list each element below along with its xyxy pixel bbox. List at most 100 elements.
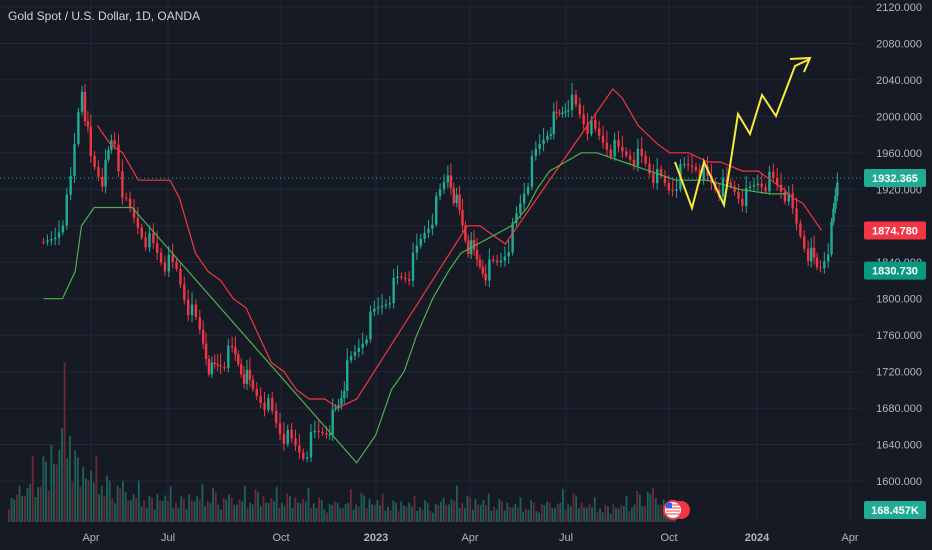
candle-body — [57, 232, 61, 238]
candle-body — [148, 233, 151, 248]
time-tick-label: Jul — [559, 532, 573, 544]
volume-bar — [625, 495, 628, 522]
candle-body — [117, 144, 120, 172]
candle-body — [175, 261, 178, 270]
volume-bar — [47, 490, 50, 522]
volume-bar — [265, 502, 267, 522]
volume-bar — [127, 500, 130, 522]
candle-body — [464, 225, 467, 241]
candle-body — [768, 171, 771, 192]
projection-line[interactable] — [674, 58, 811, 212]
volume-bar — [445, 504, 448, 522]
volume-bar — [235, 504, 238, 522]
candle-body — [267, 398, 270, 410]
candle-body — [636, 148, 640, 166]
volume-bar — [628, 510, 631, 522]
candle-body — [748, 186, 752, 188]
candle-body — [549, 134, 553, 136]
time-axis[interactable]: Apr Jul Oct 2023 Apr Jul Oct 2024 Apr — [82, 532, 858, 544]
volume-bar — [111, 498, 114, 522]
candle-body — [298, 445, 301, 453]
chart-title: Gold Spot / U.S. Dollar, 1D, OANDA — [8, 9, 200, 23]
candle-body — [290, 429, 293, 439]
volume-bar — [376, 500, 379, 522]
volume-bar — [310, 507, 313, 522]
volume-bar — [15, 494, 18, 522]
volume-bar — [238, 499, 241, 522]
candle-body — [613, 139, 616, 157]
candle-body — [659, 169, 663, 177]
candle-body — [648, 163, 651, 174]
volume-bar — [50, 444, 53, 522]
volume-bar — [437, 505, 440, 522]
price-tick-label: 1960.000 — [876, 148, 922, 160]
candle-body — [194, 304, 198, 318]
volume-bar — [572, 493, 575, 522]
volume-bar — [143, 500, 146, 522]
candle-body — [552, 111, 555, 135]
candle-body — [729, 182, 732, 187]
candle-body — [561, 112, 564, 114]
volume-bar — [29, 483, 32, 522]
volume-bar — [196, 496, 199, 522]
event-icons[interactable] — [663, 500, 690, 520]
candle-body — [159, 252, 163, 263]
candle-body — [380, 305, 384, 308]
price-tick-label: 1920.000 — [876, 184, 922, 196]
candle-body — [198, 317, 201, 330]
volume-bar — [185, 509, 188, 522]
volume-bar — [291, 507, 294, 522]
volume-bar — [535, 510, 538, 522]
candle-body — [803, 236, 806, 249]
grid — [0, 0, 862, 522]
volume-bar — [463, 507, 466, 522]
candle-body — [438, 189, 442, 197]
candle-body — [694, 166, 698, 171]
candle-body — [407, 279, 411, 281]
volume-bar — [347, 502, 350, 522]
volume-bar — [270, 497, 273, 522]
volume-bar — [320, 500, 323, 522]
candle-body — [609, 149, 612, 157]
volume-bar — [288, 496, 291, 522]
volume-bar — [114, 503, 116, 522]
candle-body — [819, 267, 822, 269]
candle-body — [741, 198, 744, 206]
volume-bar — [593, 497, 596, 522]
candle-body — [652, 173, 655, 184]
candle-body — [586, 124, 589, 134]
candle-body — [80, 91, 84, 112]
volume-bar — [421, 509, 424, 522]
candle-body — [237, 354, 240, 365]
volume-bar — [13, 499, 16, 522]
candle-body — [733, 186, 736, 192]
candle-body — [605, 142, 609, 150]
candle-body — [625, 151, 628, 156]
candle-body — [50, 239, 53, 241]
candle-body — [136, 217, 140, 228]
volume-bar — [251, 504, 254, 522]
candle-body — [282, 434, 286, 444]
volume-bar — [392, 500, 395, 522]
volume-bar — [281, 502, 283, 522]
volume-bar — [371, 504, 374, 522]
candle-body — [836, 182, 839, 196]
volume-bar — [519, 497, 522, 522]
flag-canton — [666, 503, 672, 508]
volume-bar — [434, 503, 437, 522]
candle-body — [97, 167, 100, 177]
volume-bar — [509, 506, 511, 522]
price-badge-label: 1932.365 — [872, 173, 918, 185]
volume-bar — [583, 507, 586, 522]
volume-bar — [294, 497, 297, 522]
volume-bar — [159, 500, 161, 522]
volume-bar — [580, 502, 583, 522]
candle-body — [305, 457, 309, 459]
price-badge — [864, 169, 926, 188]
price-tick-label: 1720.000 — [876, 367, 922, 379]
candle-body — [337, 404, 340, 408]
candle-body — [207, 358, 211, 375]
volume-bar — [190, 500, 193, 522]
volume-bar — [416, 510, 419, 522]
